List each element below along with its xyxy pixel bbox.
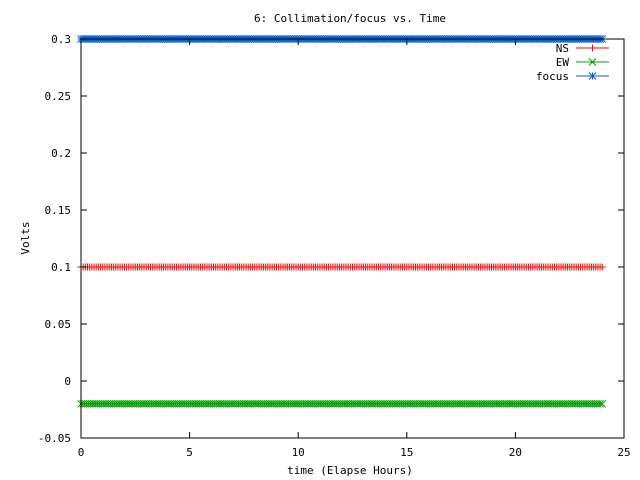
x-tick-label: 5	[186, 446, 193, 459]
x-tick-label: 10	[292, 446, 305, 459]
plot-marks	[77, 35, 607, 408]
series-ns	[77, 263, 606, 271]
x-axis: 0 5 10 15 20 25	[78, 39, 631, 459]
legend-marker	[588, 72, 597, 80]
y-tick-label: 0.25	[45, 90, 72, 103]
y-tick-label: 0.05	[45, 318, 72, 331]
legend-label: NS	[556, 42, 569, 55]
legend-marker	[588, 58, 597, 66]
legend-label: focus	[536, 70, 569, 83]
data-point	[596, 399, 604, 408]
legend-marker	[589, 44, 596, 52]
x-tick-label: 20	[509, 446, 522, 459]
x-tick-label: 25	[617, 446, 630, 459]
series-ew	[77, 399, 607, 408]
data-point	[598, 263, 606, 271]
y-tick-label: 0.3	[51, 33, 71, 46]
y-tick-label: 0.2	[51, 147, 71, 160]
legend-label: EW	[556, 56, 570, 69]
plot-frame	[80, 38, 625, 439]
y-tick-label: 0.15	[45, 204, 72, 217]
y-axis-title: Volts	[19, 221, 32, 254]
y-axis: -0.05 0 0.05 0.1 0.15 0.2 0.25 0.3	[38, 33, 624, 445]
chart-title: 6: Collimation/focus vs. Time	[254, 12, 446, 25]
x-axis-title: time (Elapse Hours)	[287, 464, 413, 477]
y-tick-label: 0	[64, 375, 71, 388]
x-tick-label: 15	[400, 446, 413, 459]
y-tick-label: -0.05	[38, 432, 71, 445]
x-tick-label: 0	[78, 446, 85, 459]
y-tick-label: 0.1	[51, 261, 71, 274]
data-point	[598, 399, 607, 408]
